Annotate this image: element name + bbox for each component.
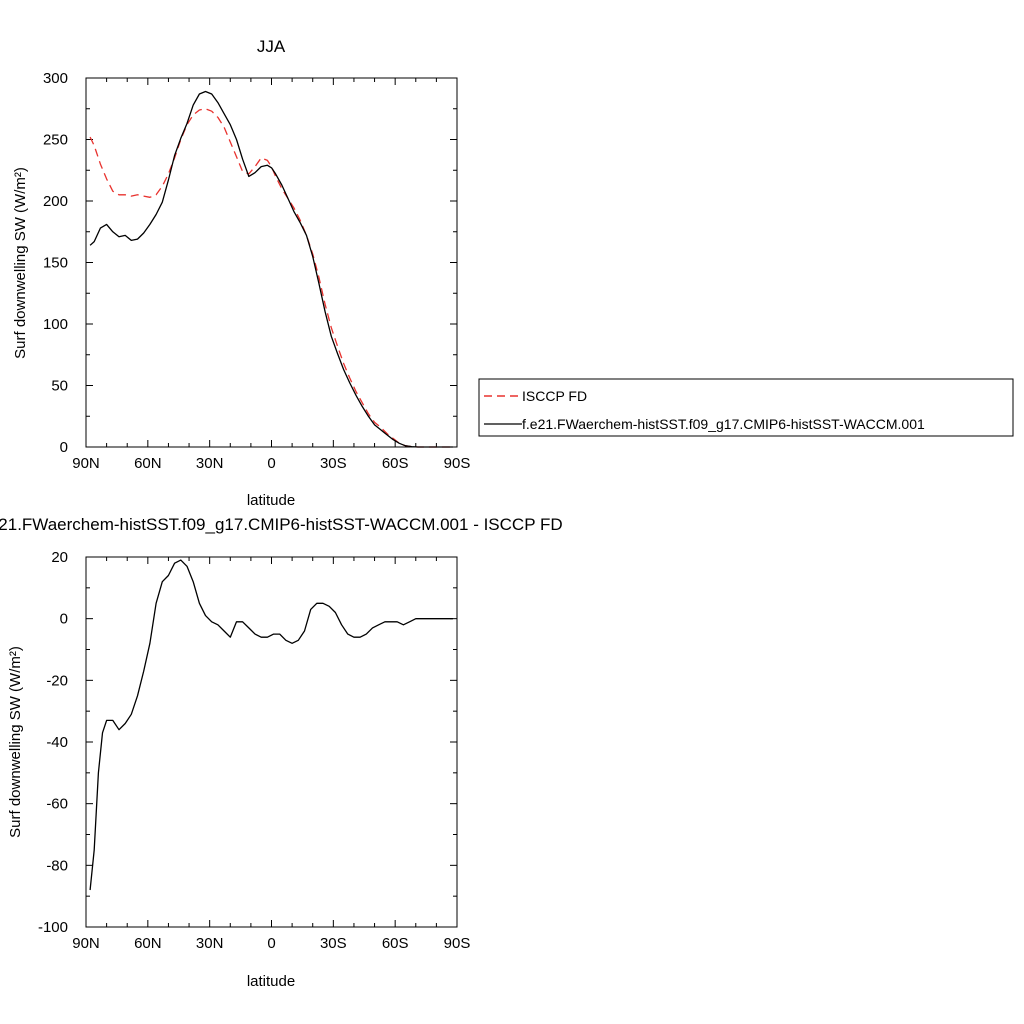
top-x-tick-label: 60N [134,455,162,472]
bottom-chart-title: f.e21.FWaerchem-histSST.f09_g17.CMIP6-hi… [0,515,563,534]
bottom-x-tick-label: 60N [134,935,162,952]
bottom-plot-frame [85,556,458,928]
bottom-x-tick-label: 0 [267,935,275,952]
bottom-y-tick-label: 0 [60,611,68,628]
top-x-tick-label: 90N [72,455,100,472]
bottom-plot-area: 90N 60N 30N 0 30S 60S 90S -100 -80 -60 -40 -20 0 20 [38,549,470,952]
top-plot-frame [85,77,458,448]
bottom-x-tick-label: 60S [382,935,409,952]
bottom-x-tick-label: 90N [72,935,100,952]
bottom-series-line-1 [89,559,453,891]
top-x-axis-label: latitude [247,492,295,509]
top-panel: JJA Surf downwelling SW (W/m²) latitude … [12,37,470,509]
bottom-y-tick-label: -80 [46,857,68,874]
top-y-tick-label: 150 [43,255,68,272]
legend-box [478,378,1014,437]
top-series-line-1 [89,108,453,448]
bottom-x-tick-label: 30N [196,935,224,952]
bottom-x-tick-label: 30S [320,935,347,952]
top-x-tick-label: 30N [196,455,224,472]
top-x-tick-label: 30S [320,455,347,472]
bottom-y-axis-label: Surf downwelling SW (W/m²) [7,646,24,838]
bottom-y-tick-label: -20 [46,672,68,689]
legend-label-isccp: ISCCP FD [522,388,587,404]
bottom-y-tick-label: 20 [51,549,68,566]
bottom-y-tick-label: -60 [46,796,68,813]
top-y-tick-label: 0 [60,439,68,456]
bottom-y-tick-label: -40 [46,734,68,751]
bottom-panel: f.e21.FWaerchem-histSST.f09_g17.CMIP6-hi… [0,515,563,990]
top-x-tick-label: 0 [267,455,275,472]
top-y-tick-label: 300 [43,70,68,87]
top-y-tick-label: 50 [51,378,68,395]
top-chart-title: JJA [257,37,286,56]
top-x-tick-label: 90S [444,455,471,472]
top-y-axis-label: Surf downwelling SW (W/m²) [12,167,29,359]
top-x-tick-label: 60S [382,455,409,472]
top-series-line-2 [89,90,453,448]
bottom-y-tick-label: -100 [38,919,68,936]
top-y-tick-label: 100 [43,316,68,333]
bottom-x-axis-label: latitude [247,973,295,990]
top-y-tick-label: 250 [43,132,68,149]
legend-label-model: f.e21.FWaerchem-histSST.f09_g17.CMIP6-hi… [522,416,925,432]
top-plot-area: 90N 60N 30N 0 30S 60S 90S 0 50 100 150 200 250 300 [43,70,470,472]
top-y-tick-label: 200 [43,193,68,210]
legend: ISCCP FD f.e21.FWaerchem-histSST.f09_g17… [478,378,1014,437]
bottom-x-tick-label: 90S [444,935,471,952]
